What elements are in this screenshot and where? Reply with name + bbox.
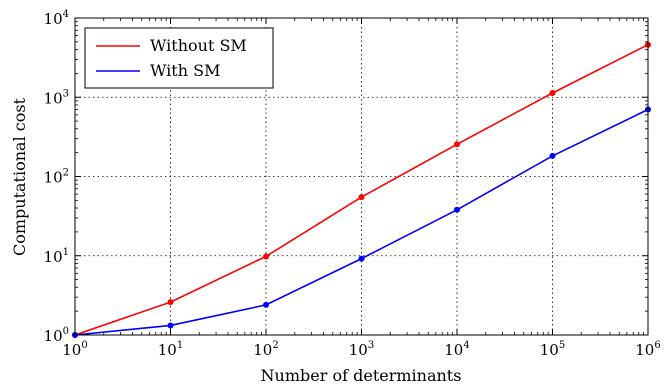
y-tick-label: 103 (44, 88, 69, 107)
x-tick-labels: 100 101 102 103 104 105 106 (62, 340, 660, 359)
data-point-with-sm (167, 322, 174, 329)
data-point-with-sm (358, 255, 365, 262)
data-point-with-sm (263, 301, 269, 308)
y-tick-label: 104 (44, 9, 69, 28)
legend: Without SM With SM (84, 27, 274, 89)
data-point-without-sm (358, 194, 365, 201)
x-tick-label: 101 (158, 340, 183, 359)
x-axis-label: Number of determinants (261, 366, 462, 385)
tick-marks (74, 17, 649, 336)
legend-label-without-sm: Without SM (150, 36, 247, 55)
x-tick-label: 106 (635, 340, 660, 359)
series-layer (72, 41, 651, 338)
x-tick-label: 105 (540, 340, 565, 359)
grid (75, 18, 648, 335)
x-tick-label: 104 (444, 340, 469, 359)
data-point-without-sm (167, 299, 174, 306)
x-tick-label: 100 (62, 340, 87, 359)
series-line-with-sm (74, 108, 649, 336)
legend-label-with-sm: With SM (150, 61, 220, 80)
y-tick-labels: 100 101 102 103 104 (44, 9, 69, 345)
data-point-with-sm (549, 152, 556, 159)
data-point-without-sm (263, 253, 269, 260)
x-tick-label: 103 (349, 340, 374, 359)
y-tick-label: 100 (44, 326, 69, 345)
legend-box (84, 27, 274, 89)
y-tick-label: 102 (44, 168, 69, 187)
y-axis-label: Computational cost (10, 97, 29, 256)
x-tick-label: 102 (253, 340, 278, 359)
y-tick-label: 101 (44, 247, 69, 266)
data-point-with-sm (454, 206, 460, 213)
data-point-without-sm (549, 90, 556, 97)
data-point-without-sm (454, 141, 460, 148)
